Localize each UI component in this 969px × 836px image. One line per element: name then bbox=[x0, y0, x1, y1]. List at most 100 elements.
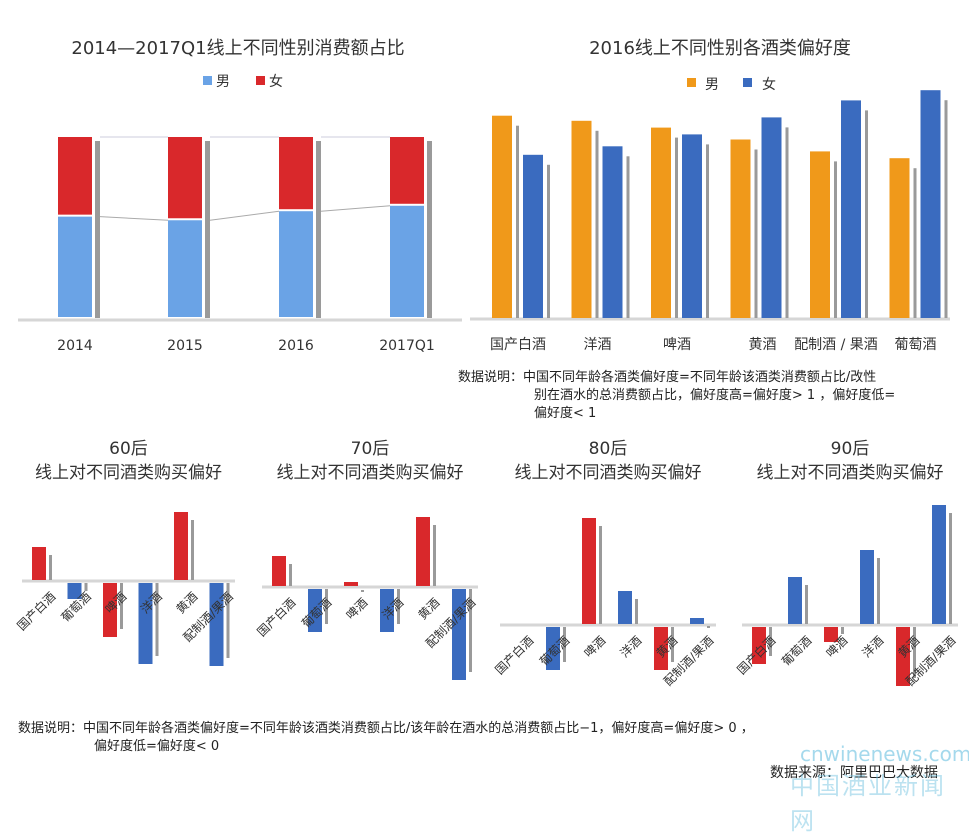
bar bbox=[67, 583, 82, 599]
bar bbox=[618, 591, 632, 624]
bar-shadow bbox=[95, 141, 100, 318]
x-tick-label: 啤酒 bbox=[343, 595, 371, 623]
bar-shadow bbox=[877, 558, 880, 624]
x-tick-label: 黄酒 bbox=[415, 595, 442, 622]
panel-title: 80后 bbox=[589, 439, 628, 459]
legend-swatch-male bbox=[687, 78, 696, 87]
gender-note: 数据说明：中国不同年龄各酒类偏好度=不同年龄该酒类消费额占比/改性 别在酒水的总… bbox=[458, 369, 895, 423]
bar-male bbox=[810, 151, 830, 318]
bar-shadow bbox=[913, 627, 916, 678]
bar-female bbox=[390, 137, 424, 204]
bar-female bbox=[58, 137, 92, 215]
bar-shadow bbox=[427, 141, 432, 318]
bar-male bbox=[279, 211, 313, 317]
bar-female bbox=[682, 134, 702, 318]
bar-shadow bbox=[155, 583, 159, 656]
bar-shadow bbox=[707, 626, 710, 628]
bar-shadow bbox=[316, 141, 321, 318]
x-tick-label: 葡萄酒 bbox=[895, 337, 937, 353]
bar-female bbox=[841, 100, 861, 319]
x-tick-label: 2016 bbox=[278, 338, 314, 354]
bar bbox=[380, 589, 394, 632]
bar bbox=[582, 518, 596, 624]
bar-shadow bbox=[841, 627, 844, 634]
panel-title: 90后 bbox=[831, 439, 870, 459]
series-connector bbox=[209, 210, 280, 221]
series-connector bbox=[99, 216, 169, 221]
bar-shadow bbox=[595, 130, 599, 318]
bar-male bbox=[651, 127, 671, 318]
bar-female bbox=[602, 146, 623, 318]
bar bbox=[546, 627, 560, 670]
series-connector bbox=[320, 205, 391, 212]
bar bbox=[896, 627, 910, 686]
note-line: 数据说明：中国不同年龄各酒类偏好度=不同年龄该酒类消费额占比/该年龄在酒水的总消… bbox=[18, 721, 754, 736]
bar-shadow bbox=[675, 137, 678, 318]
bar bbox=[308, 589, 322, 632]
x-tick-label: 洋酒 bbox=[859, 633, 887, 661]
note-line: 偏好度< 1 bbox=[534, 406, 597, 421]
x-tick-label: 洋酒 bbox=[617, 633, 645, 661]
bar-male bbox=[730, 139, 751, 318]
legend-label-male: 男 bbox=[216, 74, 230, 90]
bar-shadow bbox=[913, 168, 917, 318]
panel-title: 70后 bbox=[351, 439, 390, 459]
bar bbox=[860, 550, 874, 624]
panel-title: 60后 bbox=[109, 439, 148, 459]
bar-female bbox=[279, 137, 313, 210]
bar-shadow bbox=[626, 156, 630, 318]
bar-shadow bbox=[635, 599, 638, 624]
bar bbox=[452, 589, 466, 680]
source-text: 数据来源：阿里巴巴大数据 bbox=[770, 765, 938, 781]
bar-shadow bbox=[397, 589, 400, 624]
bar-female bbox=[523, 154, 543, 318]
bar-shadow bbox=[769, 627, 772, 656]
legend-label-male: 男 bbox=[705, 77, 719, 93]
bar bbox=[103, 583, 117, 637]
bar-male bbox=[390, 205, 424, 317]
bar-shadow bbox=[547, 164, 550, 318]
x-tick-label: 配制酒 / 果酒 bbox=[794, 337, 878, 353]
note-line: 数据说明：中国不同年龄各酒类偏好度=不同年龄该酒类消费额占比/改性 bbox=[458, 370, 877, 385]
x-tick-label: 啤酒 bbox=[581, 633, 609, 661]
bar-shadow bbox=[469, 589, 472, 672]
bar-shadow bbox=[944, 100, 948, 318]
x-tick-label: 2017Q1 bbox=[379, 338, 435, 354]
bar bbox=[209, 583, 224, 666]
bar-shadow bbox=[361, 590, 364, 592]
bar-shadow bbox=[120, 583, 123, 629]
bar-shadow bbox=[563, 627, 566, 662]
bar bbox=[138, 583, 153, 664]
legend-swatch-male bbox=[203, 76, 212, 85]
bar bbox=[272, 556, 286, 586]
panel-subtitle: 线上对不同酒类购买偏好 bbox=[515, 463, 702, 483]
bar-shadow bbox=[805, 585, 808, 624]
chart-title: 2014—2017Q1线上不同性别消费额占比 bbox=[71, 38, 404, 59]
bar-shadow bbox=[516, 125, 519, 318]
x-tick-label: 国产白酒 bbox=[492, 633, 537, 678]
legend-label-female: 女 bbox=[269, 73, 283, 90]
panel-subtitle: 线上对不同酒类购买偏好 bbox=[757, 463, 944, 483]
x-tick-label: 洋酒 bbox=[584, 337, 612, 353]
bar-male bbox=[168, 220, 202, 317]
x-tick-label: 2015 bbox=[167, 338, 203, 354]
bar bbox=[174, 512, 188, 580]
bar bbox=[788, 577, 802, 624]
bar-shadow bbox=[289, 564, 292, 586]
x-tick-label: 黄酒 bbox=[173, 589, 200, 616]
bar-male bbox=[58, 216, 92, 317]
x-tick-label: 2014 bbox=[57, 338, 93, 354]
bar-shadow bbox=[325, 589, 328, 624]
bar-shadow bbox=[865, 110, 868, 319]
bar-female bbox=[920, 90, 941, 318]
bar-shadow bbox=[599, 526, 602, 624]
bar-shadow bbox=[706, 144, 709, 318]
bar bbox=[344, 582, 358, 586]
x-tick-label: 国产白酒 bbox=[490, 337, 546, 353]
bar bbox=[416, 517, 430, 586]
x-tick-label: 葡萄酒 bbox=[779, 633, 814, 668]
panel-subtitle: 线上对不同酒类购买偏好 bbox=[277, 463, 464, 483]
bar-shadow bbox=[205, 141, 210, 318]
legend-swatch-female bbox=[256, 76, 265, 85]
